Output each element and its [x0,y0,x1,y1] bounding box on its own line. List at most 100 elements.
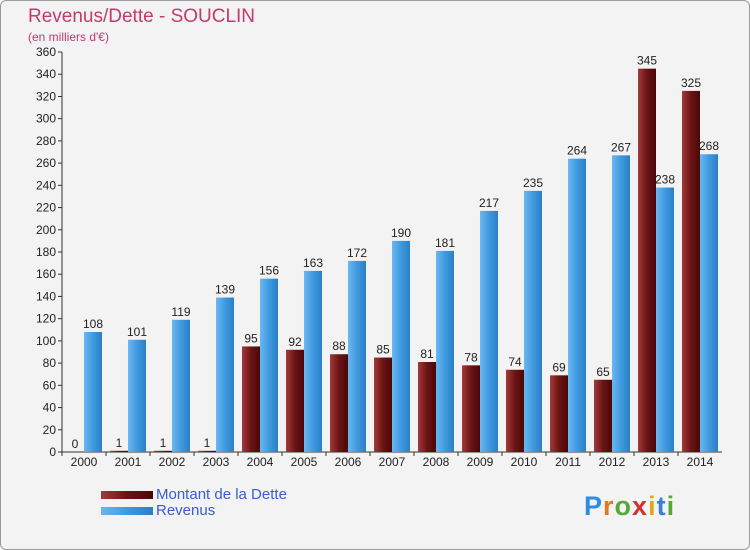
bar-debt-2002 [154,450,172,452]
bar-revenue-2006 [348,260,366,452]
chart-title: Revenus/Dette - SOUCLIN [28,6,256,27]
bar-debt-2007 [374,357,392,452]
chart-labels: 0 108 1 101 1 119 1 139 95 156 92 163 88 172 85 190 81 18… [72,54,720,451]
bar-debt-2008 [418,362,436,452]
data-label-debt-2012: 65 [596,365,610,379]
data-label-revenue-2004: 156 [259,264,279,278]
data-label-revenue-2013: 238 [655,173,675,187]
x-tick-label: 2001 [115,455,142,469]
bar-debt-2003 [198,450,216,452]
data-label-debt-2000: 0 [72,437,79,451]
bar-revenue-2011 [568,158,586,452]
data-label-debt-2013: 345 [637,54,657,68]
bar-debt-2005 [286,349,304,452]
data-label-debt-2002: 1 [160,436,167,450]
data-label-debt-2008: 81 [420,347,434,361]
y-tick-label: 200 [36,223,56,237]
data-label-revenue-2009: 217 [479,196,499,210]
bar-revenue-2000 [84,332,102,452]
x-tick-label: 2005 [291,455,318,469]
data-label-debt-2004: 95 [244,331,258,345]
data-label-debt-2003: 1 [204,436,211,450]
y-tick-label: 160 [36,267,56,281]
y-tick-label: 120 [36,312,56,326]
chart-subtitle: (en milliers d'€) [28,30,109,44]
x-tick-label: 2007 [379,455,406,469]
legend-label-debt: Montant de la Dette [156,486,287,503]
y-tick-label: 100 [36,334,56,348]
bar-revenue-2009 [480,210,498,452]
data-label-revenue-2002: 119 [171,305,190,319]
data-label-revenue-2003: 139 [215,283,235,297]
logo-letter: t [656,491,667,521]
bar-debt-2006 [330,354,348,452]
bar-revenue-2003 [216,297,234,452]
chart-bars [84,68,718,453]
logo-letter: i [666,491,676,521]
bar-revenue-2008 [436,250,454,452]
bar-debt-2001 [110,450,128,452]
data-label-revenue-2011: 264 [567,144,587,158]
y-tick-label: 40 [43,401,57,415]
x-tick-label: 2012 [599,455,626,469]
legend-label-revenue: Revenus [156,502,216,519]
x-tick-label: 2000 [71,455,98,469]
y-tick-label: 240 [36,178,56,192]
bar-debt-2012 [594,379,612,452]
x-tick-label: 2013 [643,455,670,469]
x-tick-label: 2010 [511,455,538,469]
data-label-debt-2006: 88 [332,339,346,353]
y-tick-label: 180 [36,245,56,259]
bar-revenue-2007 [392,240,410,452]
logo-letter: o [614,491,633,521]
data-label-revenue-2012: 267 [611,140,631,154]
logo-letter: i [648,491,657,521]
y-tick-label: 0 [49,445,56,459]
x-tick-label: 2004 [247,455,274,469]
x-tick-label: 2014 [687,455,714,469]
x-tick-label: 2006 [335,455,362,469]
y-tick-label: 320 [36,89,56,103]
logo-letter: x [632,491,649,521]
y-tick-label: 220 [36,201,56,215]
data-label-revenue-2000: 108 [83,317,103,331]
logo-letter: r [603,491,615,521]
x-tick-label: 2011 [555,455,581,469]
y-tick-label: 140 [36,289,56,303]
data-label-debt-2001: 1 [116,436,123,450]
data-label-revenue-2006: 172 [347,246,367,260]
bar-revenue-2014 [700,154,718,452]
bar-debt-2011 [550,375,568,452]
bar-debt-2004 [242,346,260,452]
y-tick-label: 360 [36,45,56,59]
data-label-debt-2010: 74 [508,355,522,369]
y-tick-label: 260 [36,156,56,170]
data-label-debt-2007: 85 [376,343,390,357]
bar-debt-2013 [638,68,656,453]
y-tick-label: 340 [36,67,56,81]
x-tick-label: 2002 [159,455,186,469]
bar-revenue-2010 [524,190,542,452]
bar-revenue-2013 [656,187,674,453]
bar-debt-2014 [682,90,700,452]
data-label-revenue-2005: 163 [303,256,323,270]
y-tick-label: 60 [43,378,57,392]
data-label-revenue-2001: 101 [127,325,147,339]
data-label-debt-2009: 78 [464,350,478,364]
bar-debt-2010 [506,369,524,452]
x-tick-label: 2009 [467,455,494,469]
bar-revenue-2004 [260,278,278,452]
data-label-debt-2005: 92 [288,335,302,349]
data-label-revenue-2010: 235 [523,176,543,190]
bar-revenue-2001 [128,339,146,452]
data-label-revenue-2008: 181 [435,236,455,250]
legend-swatch-revenue [101,507,153,515]
y-tick-label: 300 [36,112,56,126]
data-label-debt-2011: 69 [552,360,566,374]
bar-revenue-2012 [612,155,630,453]
y-tick-label: 280 [36,134,56,148]
data-label-revenue-2007: 190 [391,226,411,240]
legend-swatch-debt [101,491,153,499]
x-tick-label: 2008 [423,455,450,469]
